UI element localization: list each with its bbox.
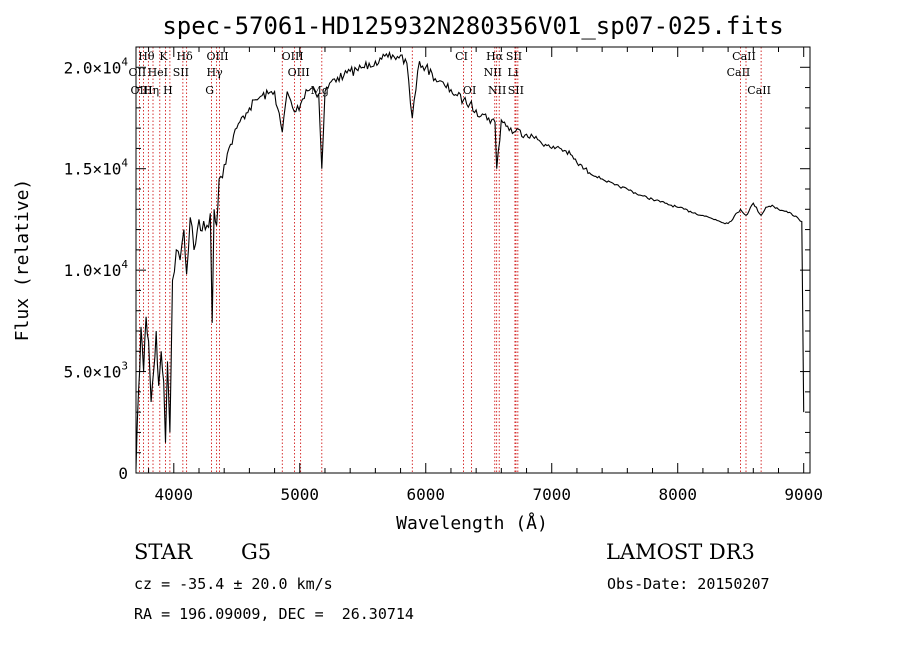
x-tick-label-3: 7000 [532,485,571,504]
line-label-19-0: NII [484,66,502,79]
plot-frame [135,46,811,474]
y-tick-label-0: 0 [118,464,128,483]
line-label-4-0: HeI [148,66,168,79]
y-tick-mantissa-0: 0 [118,464,128,483]
y-tick-exponent-4: 4 [121,55,128,68]
line-label-5-0: K [159,50,168,63]
y-tick-exponent-1: 3 [121,360,128,373]
line-label-27-0: CaII [747,84,771,97]
coordinates: RA = 196.09009, DEC = 26.30714 [134,605,414,623]
x-tick-label-4: 8000 [658,485,697,504]
line-label-26-0: CaII [732,50,756,63]
line-label-25-0: CaII [727,66,751,79]
x-tick-label-5: 9000 [784,485,823,504]
line-label-17-0: CI [455,50,468,63]
line-label-15-0: Mg [311,84,329,97]
line-label-21-0: NII [488,84,506,97]
line-label-10-0: Hγ [207,66,224,79]
line-label-22-0: Li [508,66,519,79]
line-label-3-0: Hη [143,84,159,97]
line-label-18-0: OI [463,84,476,97]
line-label-20-0: Hα [486,50,504,63]
object-class: STAR [134,540,193,564]
obs-date: Obs-Date: 20150207 [607,575,770,593]
line-label-6-0: H [163,84,173,97]
y-axis-label: Flux (relative) [12,179,33,342]
line-label-9-0: G [205,84,214,97]
line-label-7-0: SII [173,66,189,79]
y-tick-exponent-3: 4 [121,157,128,170]
x-tick-label-2: 6000 [406,485,445,504]
y-tick-label-1: 5.0×103 [64,360,128,382]
y-tick-label-2: 1.0×104 [64,258,129,280]
y-tick-label-3: 1.5×104 [64,157,129,179]
spectrum-line [135,50,805,469]
chart-title: spec-57061-HD125932N280356V01_sp07-025.f… [162,12,783,40]
survey-name: LAMOST DR3 [606,540,755,564]
x-axis-label: Wavelength (Å) [396,512,548,534]
emission-line-markers [139,47,762,473]
x-tick-label-1: 5000 [281,485,320,504]
y-tick-mantissa-1: 5.0×10 [64,363,122,382]
y-tick-mantissa-3: 1.5×10 [64,160,122,179]
line-label-14-0: OIII [288,66,310,79]
redshift-readout: cz = -35.4 ± 20.0 km/s [134,575,333,593]
x-tick-label-0: 4000 [155,485,194,504]
object-subclass: G5 [241,540,272,564]
line-label-13-0: OIII [282,50,304,63]
y-tick-mantissa-4: 2.0×10 [64,58,122,77]
y-tick-label-4: 2.0×104 [64,55,129,77]
line-label-8-0: Hδ [177,50,194,63]
line-label-2-0: Hθ [138,50,155,63]
line-label-23-0: SII [506,50,522,63]
line-label-0-0: OII [129,66,147,79]
line-label-24-0: SII [508,84,524,97]
line-label-11-0: OIII [206,50,228,63]
y-tick-mantissa-2: 1.0×10 [64,261,122,280]
x-axis-ticks: 4000 5000 6000 7000 8000 9000 [148,47,823,504]
y-tick-exponent-2: 4 [121,258,128,271]
